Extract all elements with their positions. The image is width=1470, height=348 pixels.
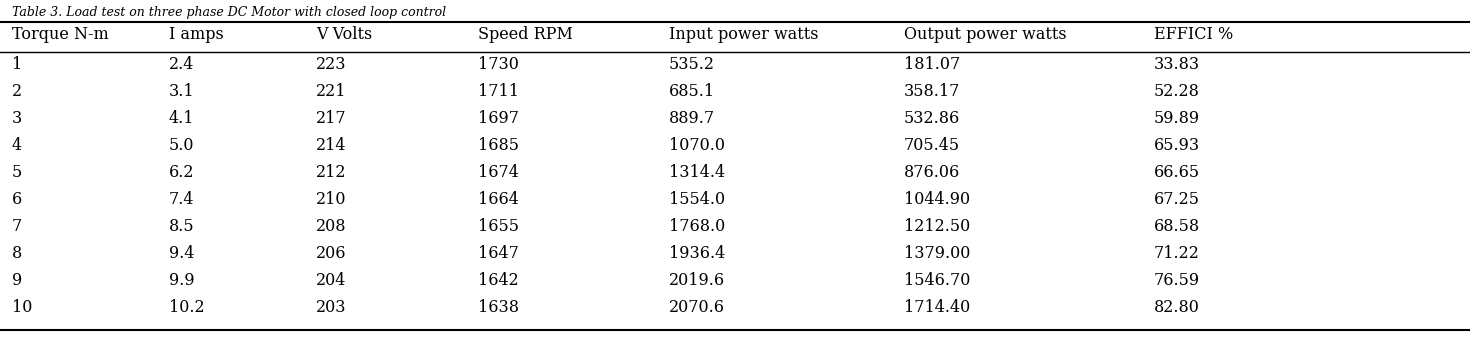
Text: 1554.0: 1554.0 — [669, 191, 725, 208]
Text: 8.5: 8.5 — [169, 218, 194, 235]
Text: 1697: 1697 — [478, 110, 519, 127]
Text: 1655: 1655 — [478, 218, 519, 235]
Text: 1: 1 — [12, 56, 22, 73]
Text: 206: 206 — [316, 245, 347, 262]
Text: 9: 9 — [12, 272, 22, 289]
Text: 1685: 1685 — [478, 137, 519, 154]
Text: 535.2: 535.2 — [669, 56, 714, 73]
Text: 1638: 1638 — [478, 299, 519, 316]
Text: 67.25: 67.25 — [1154, 191, 1200, 208]
Text: 82.80: 82.80 — [1154, 299, 1200, 316]
Text: 8: 8 — [12, 245, 22, 262]
Text: 358.17: 358.17 — [904, 83, 960, 100]
Text: 1546.70: 1546.70 — [904, 272, 970, 289]
Text: 9.9: 9.9 — [169, 272, 194, 289]
Text: 217: 217 — [316, 110, 347, 127]
Text: 10: 10 — [12, 299, 32, 316]
Text: 208: 208 — [316, 218, 347, 235]
Text: 10.2: 10.2 — [169, 299, 204, 316]
Text: 5.0: 5.0 — [169, 137, 194, 154]
Text: 71.22: 71.22 — [1154, 245, 1200, 262]
Text: 5: 5 — [12, 164, 22, 181]
Text: 1664: 1664 — [478, 191, 519, 208]
Text: 76.59: 76.59 — [1154, 272, 1200, 289]
Text: V Volts: V Volts — [316, 26, 372, 43]
Text: 9.4: 9.4 — [169, 245, 194, 262]
Text: 1647: 1647 — [478, 245, 519, 262]
Text: 685.1: 685.1 — [669, 83, 714, 100]
Text: 876.06: 876.06 — [904, 164, 960, 181]
Text: 66.65: 66.65 — [1154, 164, 1200, 181]
Text: 2070.6: 2070.6 — [669, 299, 725, 316]
Text: 1379.00: 1379.00 — [904, 245, 970, 262]
Text: 1768.0: 1768.0 — [669, 218, 725, 235]
Text: 2.4: 2.4 — [169, 56, 194, 73]
Text: 1730: 1730 — [478, 56, 519, 73]
Text: 210: 210 — [316, 191, 347, 208]
Text: 203: 203 — [316, 299, 347, 316]
Text: 6.2: 6.2 — [169, 164, 194, 181]
Text: 33.83: 33.83 — [1154, 56, 1200, 73]
Text: 1212.50: 1212.50 — [904, 218, 970, 235]
Text: 1044.90: 1044.90 — [904, 191, 970, 208]
Text: 889.7: 889.7 — [669, 110, 714, 127]
Text: 7.4: 7.4 — [169, 191, 194, 208]
Text: 59.89: 59.89 — [1154, 110, 1200, 127]
Text: Table 3. Load test on three phase DC Motor with closed loop control: Table 3. Load test on three phase DC Mot… — [12, 6, 445, 19]
Text: I amps: I amps — [169, 26, 223, 43]
Text: 2019.6: 2019.6 — [669, 272, 725, 289]
Text: 65.93: 65.93 — [1154, 137, 1200, 154]
Text: 212: 212 — [316, 164, 347, 181]
Text: 1070.0: 1070.0 — [669, 137, 725, 154]
Text: 6: 6 — [12, 191, 22, 208]
Text: 221: 221 — [316, 83, 347, 100]
Text: 1314.4: 1314.4 — [669, 164, 725, 181]
Text: 204: 204 — [316, 272, 347, 289]
Text: Input power watts: Input power watts — [669, 26, 819, 43]
Text: 214: 214 — [316, 137, 347, 154]
Text: Torque N-m: Torque N-m — [12, 26, 109, 43]
Text: 4: 4 — [12, 137, 22, 154]
Text: EFFICI %: EFFICI % — [1154, 26, 1233, 43]
Text: 532.86: 532.86 — [904, 110, 960, 127]
Text: 2: 2 — [12, 83, 22, 100]
Text: 223: 223 — [316, 56, 347, 73]
Text: 3: 3 — [12, 110, 22, 127]
Text: 181.07: 181.07 — [904, 56, 960, 73]
Text: 1674: 1674 — [478, 164, 519, 181]
Text: 1936.4: 1936.4 — [669, 245, 725, 262]
Text: 1642: 1642 — [478, 272, 519, 289]
Text: 52.28: 52.28 — [1154, 83, 1200, 100]
Text: 7: 7 — [12, 218, 22, 235]
Text: 3.1: 3.1 — [169, 83, 194, 100]
Text: Output power watts: Output power watts — [904, 26, 1067, 43]
Text: 68.58: 68.58 — [1154, 218, 1200, 235]
Text: Speed RPM: Speed RPM — [478, 26, 573, 43]
Text: 1711: 1711 — [478, 83, 519, 100]
Text: 4.1: 4.1 — [169, 110, 194, 127]
Text: 1714.40: 1714.40 — [904, 299, 970, 316]
Text: 705.45: 705.45 — [904, 137, 960, 154]
